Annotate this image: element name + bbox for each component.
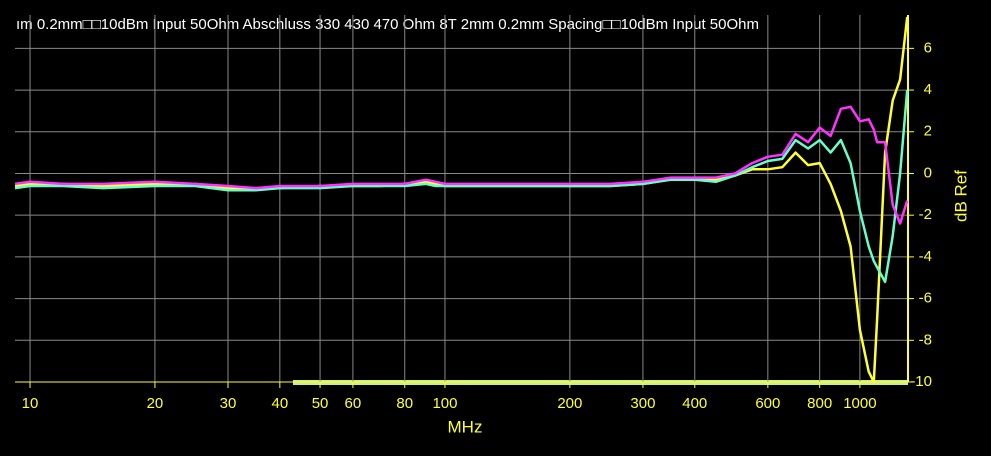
x-axis-label: MHz: [448, 417, 483, 436]
y-tick-label: -2: [919, 206, 932, 223]
x-tick-label: 20: [147, 395, 164, 412]
y-tick-label: 0: [924, 164, 932, 181]
y-axis-label: dB Ref: [951, 170, 970, 222]
x-tick-label: 50: [312, 395, 329, 412]
x-tick-label: 80: [396, 395, 413, 412]
series-line: [14, 89, 909, 284]
y-tick-label: -6: [919, 290, 932, 307]
x-tick-label: 300: [630, 395, 655, 412]
x-tick-label: 800: [807, 395, 832, 412]
x-tick-label: 30: [220, 395, 237, 412]
x-tick-label: 1000: [843, 395, 876, 412]
y-tick-label: -10: [910, 373, 932, 390]
x-tick-label: 200: [557, 395, 582, 412]
chart-title: ım 0.2mm□□10dBm Input 50Ohm Abschluss 33…: [16, 16, 759, 33]
y-tick-label: 2: [924, 123, 932, 140]
x-tick-label: 400: [682, 395, 707, 412]
x-tick-label: 40: [271, 395, 288, 412]
x-tick-label: 60: [345, 395, 362, 412]
y-tick-label: -4: [919, 248, 932, 265]
y-tick-label: 4: [924, 81, 932, 98]
y-tick-label: -8: [919, 331, 932, 348]
series-line: [14, 105, 909, 225]
x-tick-label: 10: [22, 395, 39, 412]
x-tick-label: 100: [432, 395, 457, 412]
y-tick-label: 6: [924, 39, 932, 56]
x-tick-label: 600: [755, 395, 780, 412]
